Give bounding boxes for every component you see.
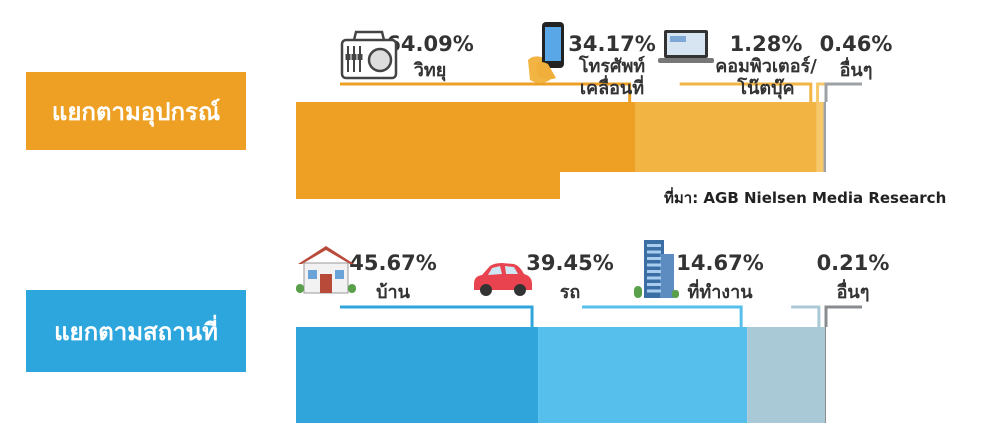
house-icon <box>296 246 356 294</box>
bar-segment-1-1 <box>538 327 748 423</box>
office-building-icon <box>634 240 679 298</box>
laptop-icon <box>658 30 714 63</box>
leader-line-0-3 <box>824 82 862 102</box>
bar-segment-0-2 <box>816 102 824 199</box>
bar-group-1: 45.67% บ้าน 39.45% รถ 14.67% ที่ทำงาน 0.21% อื่… <box>296 251 889 423</box>
name-label-1-2-0: ที่ทำงาน <box>687 279 753 303</box>
pct-label-0-1: 34.17% <box>568 32 655 56</box>
leader-line-1-3 <box>824 305 862 327</box>
pct-label-1-3: 0.21% <box>817 251 890 275</box>
bar-segment-1-0 <box>296 327 539 423</box>
pct-label-0-0: 64.09% <box>386 32 473 56</box>
name-label-0-3-0: อื่นๆ <box>839 57 872 81</box>
leader-line-1-2 <box>791 305 821 327</box>
name-label-1-0-0: บ้าน <box>376 282 411 303</box>
leader-line-1-0 <box>340 305 534 327</box>
category-label-location: แยกตามสถานที่ <box>26 290 246 372</box>
name-label-0-1-0: โทรศัพท์ <box>578 55 645 77</box>
name-label-0-0-0: วิทยุ <box>413 60 446 82</box>
bar-segment-1-3 <box>824 327 826 423</box>
name-label-0-1-1: เคลื่อนที่ <box>580 75 644 99</box>
leader-line-0-2 <box>816 82 861 102</box>
radio-icon <box>340 30 398 80</box>
leader-line-1-1 <box>582 305 743 327</box>
leader-line-0-1 <box>679 82 813 102</box>
leader-line-0-0 <box>340 82 632 102</box>
bar-group-0: 64.09% วิทยุ 34.17%โทรศัพท์เคลื่อนที่ 1.28%… <box>296 32 892 199</box>
source-note: ที่มา: AGB Nielsen Media Research <box>560 172 980 216</box>
pct-label-1-1: 39.45% <box>526 251 613 275</box>
bar-segment-1-2 <box>747 327 825 423</box>
bar-segment-0-3 <box>823 102 826 199</box>
pct-label-1-2: 14.67% <box>676 251 763 275</box>
name-label-0-2-1: โน๊ตบุ๊ค <box>736 77 794 100</box>
name-label-0-2-0: คอมพิวเตอร์/ <box>715 55 817 77</box>
name-label-1-1-0: รถ <box>560 282 581 303</box>
pct-label-0-2: 1.28% <box>730 32 803 56</box>
category-label-device: แยกตามอุปกรณ์ <box>26 72 246 150</box>
mobile-phone-icon <box>528 22 564 83</box>
car-icon <box>474 263 532 296</box>
pct-label-0-3: 0.46% <box>820 32 893 56</box>
pct-label-1-0: 45.67% <box>349 251 436 275</box>
name-label-1-3-0: อื่นๆ <box>836 279 869 303</box>
